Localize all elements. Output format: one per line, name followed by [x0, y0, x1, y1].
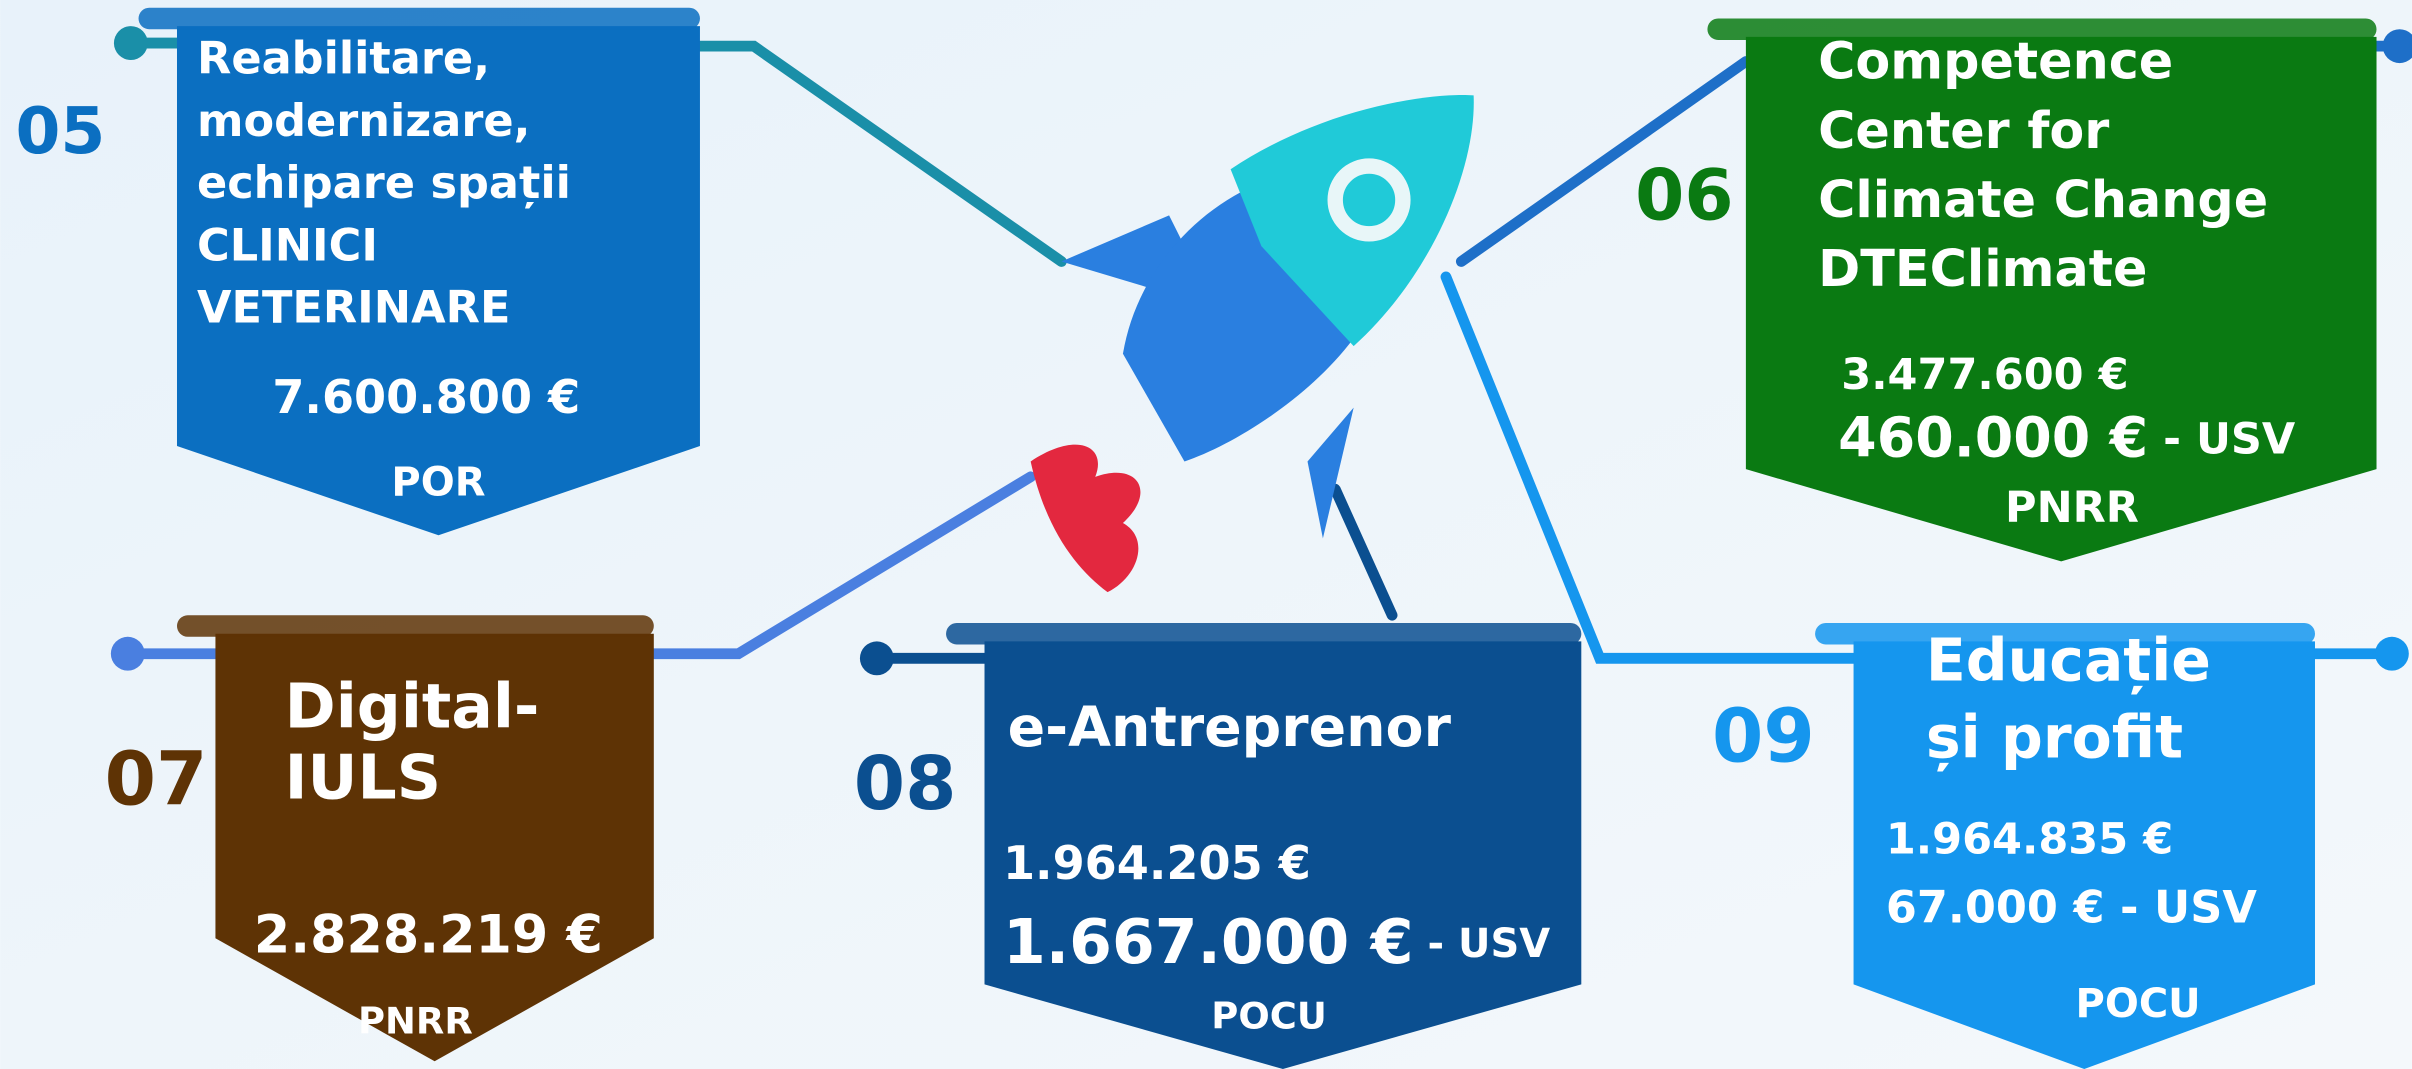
card-amount: 3.477.600 €: [1841, 349, 2128, 399]
dot: [111, 637, 145, 671]
card-program: POCU: [2076, 981, 2201, 1027]
card-amount: 1.964.205 €: [1003, 835, 1311, 889]
card-amount: 2.828.219 €: [254, 904, 603, 965]
card-title: Center for: [1818, 101, 2109, 160]
card-title: IULS: [285, 741, 441, 813]
amount-value: 460.000 €: [1838, 407, 2148, 471]
amount-value: 2.828.219 €: [254, 904, 603, 965]
card-title: Digital-: [285, 671, 540, 743]
item-number: 07: [105, 736, 208, 822]
amount-suffix: - USV: [1414, 921, 1551, 967]
amount-value: 7.600.800 €: [272, 369, 580, 423]
card-title: DTEClimate: [1818, 239, 2147, 298]
card-amount: 460.000 € - USV: [1838, 407, 2296, 471]
item-number: 09: [1712, 693, 1815, 779]
card-scroll: [177, 615, 654, 637]
item-number: 05: [15, 94, 105, 169]
amount-value: 1.964.835 €: [1886, 814, 2173, 864]
card-title: Climate Change: [1818, 170, 2268, 229]
amount-value: 3.477.600 €: [1841, 349, 2128, 399]
card-title: CLINICI: [197, 219, 378, 271]
amount-value: 1.964.205 €: [1003, 835, 1311, 889]
card-amount: 7.600.800 €: [272, 369, 580, 423]
card-title: și profit: [1926, 703, 2183, 771]
infographic: 05 Reabilitare, modernizare, echipare spați…: [0, 0, 2412, 1069]
amount-value: 1.667.000 €: [1003, 906, 1414, 978]
card-amount: 67.000 € - USV: [1886, 882, 2258, 934]
card-title: modernizare,: [197, 95, 531, 147]
amount-value: 67.000 € - USV: [1886, 882, 2258, 934]
card-program: PNRR: [358, 999, 473, 1042]
card-title: Competence: [1818, 32, 2173, 91]
card-title: e-Antreprenor: [1008, 696, 1452, 760]
card-title: Reabilitare,: [197, 33, 490, 85]
card-title: echipare spații: [197, 157, 571, 209]
card-title: VETERINARE: [197, 282, 510, 334]
dot: [114, 26, 148, 60]
item-number: 06: [1635, 153, 1733, 236]
card-scroll: [946, 623, 1581, 645]
page: {"items": [ {"number": "05", "color": "#…: [0, 0, 2412, 1069]
card-program: POCU: [1211, 995, 1326, 1038]
card-amount: 1.964.835 €: [1886, 814, 2173, 864]
card-scroll: [139, 8, 700, 30]
card-program: POR: [391, 460, 485, 506]
item-number: 08: [854, 741, 957, 827]
dot: [2375, 637, 2409, 671]
card-title: Educație: [1926, 627, 2211, 695]
card-program: PNRR: [2005, 483, 2139, 533]
amount-suffix: - USV: [2148, 414, 2296, 464]
dot: [860, 641, 894, 675]
